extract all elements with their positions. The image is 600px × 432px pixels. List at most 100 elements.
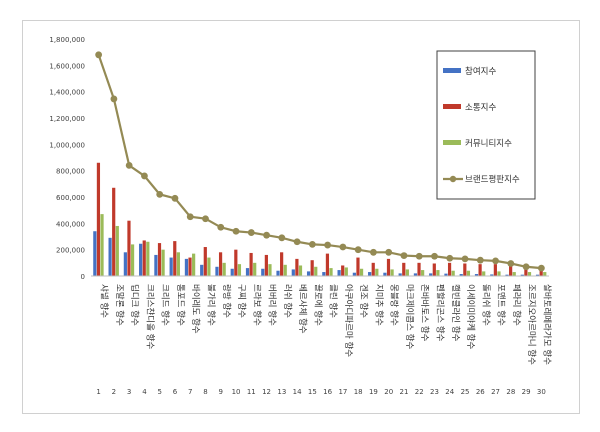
rank-label: 1 [96, 388, 100, 396]
bar [261, 268, 265, 276]
rank-label: 9 [219, 388, 223, 396]
y-tick-label: 1,400,000 [49, 89, 85, 97]
bar [436, 270, 440, 276]
bar [154, 254, 158, 276]
bar [535, 274, 540, 276]
bar [405, 269, 409, 276]
x-axis: 샤넬 향수 1 조말론 향수 2 딥디크 향수 3 크리스챤디올 향수 4 크리드 향수 5 톰포드… [91, 275, 552, 396]
bar [459, 274, 463, 276]
bar [96, 162, 101, 276]
rank-label: 15 [308, 388, 317, 396]
bar [413, 273, 418, 276]
bar [230, 268, 234, 276]
bar [157, 243, 162, 276]
bar [188, 257, 192, 276]
bar [356, 257, 360, 276]
bar [280, 252, 284, 276]
rank-label: 18 [354, 388, 363, 396]
bar [192, 253, 196, 276]
x-tick-label: 크리드 향수 [160, 284, 170, 326]
legend-label: 브랜드평판지수 [465, 174, 520, 185]
bar [169, 257, 173, 276]
bar [432, 263, 436, 276]
x-tick-label: 러쉬 향수 [282, 284, 292, 318]
rank-label: 7 [188, 388, 192, 396]
rank-label: 23 [430, 388, 439, 396]
x-tick-label: 버버리 향수 [267, 284, 278, 326]
x-tick-label: 포맨트 향수 [496, 284, 506, 326]
legend-box [436, 50, 536, 200]
line-point [324, 241, 332, 249]
line-point [492, 257, 499, 265]
line-point [385, 248, 393, 256]
x-tick-label: 샤넬 향수 [99, 284, 110, 318]
line-point [247, 229, 255, 236]
bar [123, 252, 127, 276]
bar [295, 258, 299, 276]
bar [386, 258, 391, 276]
line-point [110, 95, 118, 103]
x-tick-label: 살바토레페라가모 향수 [541, 284, 552, 365]
x-tick-label: 펜할리곤스 향수 [435, 284, 446, 342]
legend-label: 소통지수 [465, 103, 496, 113]
bar [203, 247, 207, 276]
line-point [522, 263, 530, 271]
bar [322, 272, 326, 276]
bar [390, 269, 394, 276]
bar [218, 252, 223, 276]
legend-label: 커뮤니티지수 [465, 138, 512, 149]
bar [527, 272, 532, 276]
rank-label: 5 [157, 388, 161, 396]
bar [115, 225, 119, 276]
x-tick-label: 르라보 향수 [251, 284, 261, 326]
bar [447, 262, 452, 276]
x-tick-label: 페라리 향수 [511, 284, 522, 326]
bar [264, 254, 268, 276]
bar-series [93, 162, 547, 276]
bar [512, 272, 516, 276]
bar [146, 241, 150, 276]
rank-label: 24 [445, 388, 454, 396]
x-tick-label: 톰포드 향수 [175, 284, 185, 326]
rank-label: 28 [506, 388, 515, 396]
line-point [202, 215, 209, 223]
x-tick-label: 몽블랑 향수 [389, 284, 400, 326]
bar [478, 264, 482, 276]
bar [325, 253, 330, 276]
line-point [339, 243, 347, 251]
line-point [537, 264, 545, 272]
line-point [156, 190, 164, 198]
bar [130, 244, 135, 276]
x-tick-label: 랑방 향수 [221, 284, 232, 318]
y-tick-label: 400,000 [56, 220, 85, 228]
bar [253, 262, 257, 276]
bar [222, 262, 226, 276]
bar [352, 272, 356, 276]
x-tick-label: 존바바토스 향수 [419, 284, 430, 342]
line-point [308, 241, 316, 248]
bar [108, 237, 112, 276]
x-tick-label: 조말론 향수 [114, 284, 125, 326]
bar [112, 187, 116, 276]
x-tick-label: 끌로에 향수 [312, 284, 322, 326]
x-tick-label: 클린 향수 [328, 284, 339, 318]
bar [451, 270, 455, 276]
line-point [263, 231, 270, 239]
rank-label: 10 [232, 388, 241, 396]
line-series [95, 51, 545, 272]
bar [463, 263, 467, 276]
x-tick-label: 바이레도 향수 [190, 284, 201, 334]
bar [310, 260, 314, 276]
bar [371, 262, 375, 276]
x-tick-label: 이세이미야케 향수 [465, 284, 476, 349]
bar [306, 271, 311, 276]
bar [474, 274, 479, 276]
bar [497, 271, 501, 276]
bar [466, 270, 471, 276]
rank-label: 22 [415, 388, 424, 396]
rank-label: 17 [338, 388, 347, 396]
legend-swatch [443, 140, 461, 145]
x-tick-label: 구찌 향수 [236, 284, 246, 318]
y-tick-label: 200,000 [56, 247, 85, 255]
legend-label: 참여지수 [465, 66, 496, 77]
